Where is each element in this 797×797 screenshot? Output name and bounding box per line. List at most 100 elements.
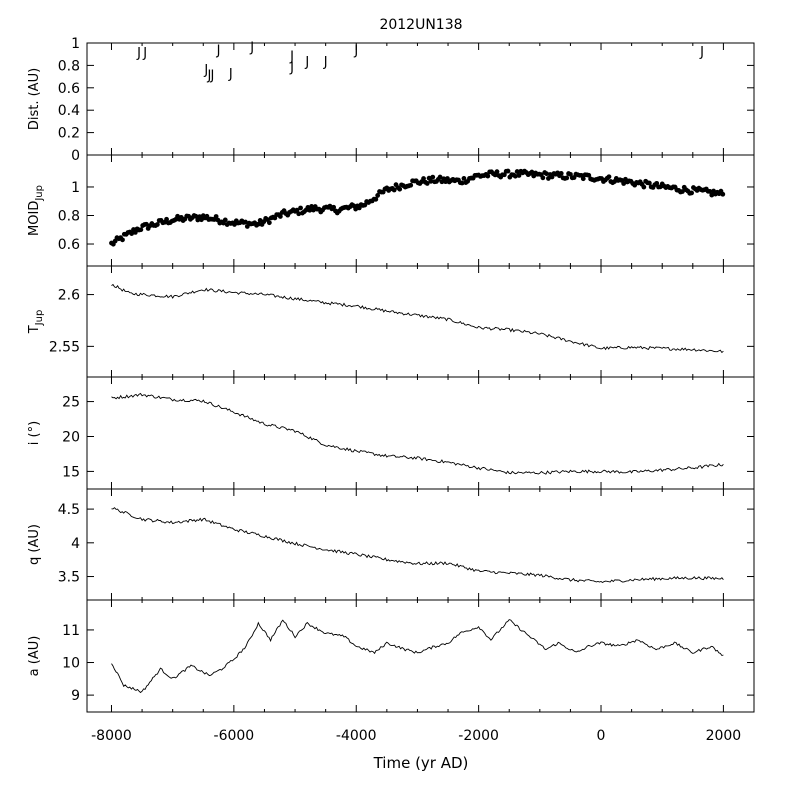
- encounter-marker: J: [206, 68, 211, 83]
- moid-point: [564, 175, 570, 181]
- x-tick-label: -8000: [91, 728, 132, 744]
- moid-point: [707, 189, 713, 194]
- encounter-marker: J: [249, 40, 254, 55]
- moid-point: [132, 229, 138, 235]
- y-tick-label: 25: [62, 395, 80, 411]
- moid-point: [397, 186, 403, 192]
- moid-point: [193, 213, 199, 219]
- moid-point: [512, 173, 518, 179]
- moid-point: [514, 169, 520, 174]
- panel-tjup: 2.55 2.6 TJup: [27, 265, 755, 378]
- y-axis-label: i (°): [27, 421, 42, 445]
- moid-point: [720, 191, 726, 197]
- panel-i: 15 20 25 i (°): [27, 376, 755, 490]
- y-tick-label: 10: [62, 656, 80, 672]
- y-tick-label: 4: [71, 536, 80, 552]
- panel-q: 3.5 4 4.5 q (AU): [27, 488, 755, 601]
- moid-point: [606, 174, 612, 180]
- moid-point: [544, 171, 549, 177]
- moid-point: [445, 176, 450, 181]
- y-tick-label: 0.6: [58, 237, 80, 253]
- x-tick-label: -6000: [214, 728, 255, 744]
- y-tick-label: 0.2: [58, 126, 80, 142]
- encounter-marker: J: [136, 46, 141, 61]
- encounter-marker: J: [203, 63, 208, 78]
- y-axis-label-subscript: Jup: [34, 185, 45, 202]
- moid-point: [143, 221, 149, 227]
- moid-point: [485, 173, 491, 179]
- encounter-marker: J: [289, 49, 294, 64]
- moid-point: [430, 174, 436, 180]
- moid-point: [408, 182, 414, 188]
- y-tick-label: 2.55: [49, 339, 80, 355]
- y-tick-label: 9: [71, 688, 80, 704]
- moid-point: [540, 175, 546, 181]
- series-line-i: [111, 392, 724, 475]
- moid-point: [505, 168, 511, 174]
- moid-point: [311, 207, 316, 213]
- moid-point: [309, 203, 314, 209]
- moid-point: [428, 178, 434, 184]
- encounter-marker: J: [228, 67, 233, 82]
- encounter-marker: J: [304, 55, 309, 70]
- y-axis-label: TJup: [27, 310, 45, 335]
- moid-point: [277, 214, 283, 219]
- moid-point: [391, 187, 397, 193]
- moid-point: [129, 231, 135, 236]
- panel-a: 9 10 11 a (AU): [27, 599, 755, 713]
- moid-point: [580, 176, 586, 182]
- y-tick-label: 0.8: [58, 58, 80, 74]
- encounter-marker: J: [699, 45, 704, 60]
- moid-point: [266, 220, 272, 226]
- moid-point: [257, 217, 263, 223]
- moid-point: [255, 221, 261, 227]
- moid-point: [199, 217, 204, 223]
- moid-point: [494, 169, 500, 175]
- y-tick-label: 0: [71, 148, 80, 164]
- moid-point: [298, 205, 303, 211]
- panel-frame: [86, 599, 755, 713]
- encounter-marker: J: [216, 44, 221, 59]
- encounter-marker: J: [323, 55, 328, 70]
- y-tick-label: 15: [62, 464, 80, 480]
- panel-frame: [86, 42, 755, 156]
- x-axis-label: Time (yr AD): [373, 754, 469, 772]
- x-axis: -8000 -6000 -4000 -2000 0 2000: [91, 728, 741, 744]
- moid-point: [459, 180, 465, 186]
- x-tick-label: 2000: [706, 728, 742, 744]
- y-tick-label: 4.5: [58, 502, 80, 518]
- panel-frame: [86, 488, 755, 601]
- y-tick-label: 0.8: [58, 208, 80, 224]
- x-tick-label: 0: [597, 728, 606, 744]
- moid-point: [222, 217, 228, 223]
- y-tick-label: 20: [62, 429, 80, 445]
- y-tick-label: 1: [71, 36, 80, 52]
- encounter-marker: J: [289, 61, 294, 76]
- moid-point: [331, 204, 337, 210]
- series-line-q: [111, 507, 724, 584]
- moid-point: [375, 193, 381, 198]
- series-line-tjup: [111, 283, 724, 354]
- panel-frame: [86, 265, 755, 378]
- moid-point: [421, 176, 426, 181]
- moid-point: [621, 181, 627, 186]
- y-axis-label: Dist. (AU): [27, 68, 42, 130]
- moid-point: [516, 173, 522, 178]
- moid-point: [154, 222, 160, 227]
- chart-title: 2012UN138: [379, 17, 462, 33]
- panel-frame: [86, 154, 755, 267]
- moid-point: [646, 180, 652, 186]
- x-tick-label: -4000: [336, 728, 377, 744]
- y-tick-label: 3.5: [58, 570, 80, 586]
- moid-point: [709, 192, 715, 198]
- y-tick-label: 0.4: [58, 103, 80, 119]
- panel-moid: 0.6 0.8 1 MOIDJup: [27, 154, 755, 267]
- moid-point: [373, 196, 379, 202]
- y-axis-label: q (AU): [27, 524, 42, 565]
- moid-point: [586, 172, 592, 178]
- y-axis-label-subscript: Jup: [34, 310, 45, 327]
- encounter-marker: J: [210, 68, 215, 83]
- moid-point: [461, 175, 467, 181]
